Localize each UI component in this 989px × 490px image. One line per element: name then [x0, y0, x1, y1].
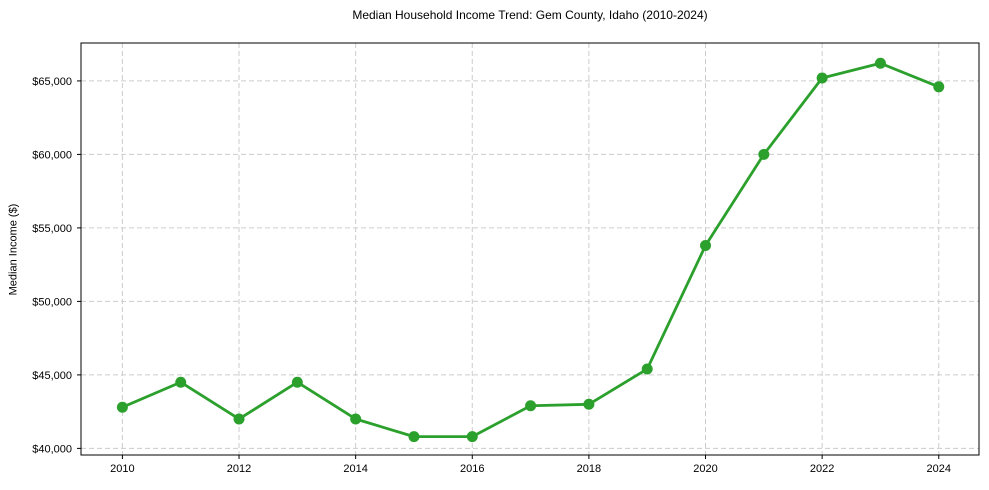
- data-point-2024: [933, 81, 945, 93]
- y-tick-label: $55,000: [32, 223, 72, 235]
- y-axis-label: Median Income ($): [7, 203, 20, 296]
- y-tick-label: $45,000: [32, 370, 72, 382]
- plot-border: [80, 42, 980, 456]
- y-tick-label: $40,000: [32, 443, 72, 455]
- x-tick-label: 2012: [227, 463, 251, 475]
- data-point-2014: [350, 413, 362, 425]
- x-tick-label: 2024: [927, 463, 951, 475]
- x-tick-label: 2022: [810, 463, 834, 475]
- x-tick-label: 2020: [693, 463, 717, 475]
- data-point-2021: [758, 148, 770, 160]
- y-tick-label: $60,000: [32, 149, 72, 161]
- data-point-2022: [816, 72, 828, 84]
- data-point-2011: [175, 376, 187, 388]
- data-point-2023: [874, 57, 886, 69]
- data-point-2018: [583, 398, 595, 410]
- x-tick-label: 2018: [577, 463, 601, 475]
- x-tick-label: 2014: [343, 463, 367, 475]
- y-tick-label: $50,000: [32, 296, 72, 308]
- data-point-2010: [116, 401, 128, 413]
- data-point-2017: [525, 400, 537, 412]
- chart-title: Median Household Income Trend: Gem Count…: [352, 8, 708, 22]
- data-point-2015: [408, 431, 420, 443]
- data-point-2016: [466, 431, 478, 443]
- trend-line: [121, 61, 941, 439]
- data-point-2020: [700, 240, 712, 252]
- data-point-2013: [291, 376, 303, 388]
- x-tick-label: 2016: [460, 463, 484, 475]
- x-tick-label: 2010: [110, 463, 134, 475]
- y-tick-label: $65,000: [32, 76, 72, 88]
- data-point-2012: [233, 413, 245, 425]
- data-point-2019: [641, 363, 653, 375]
